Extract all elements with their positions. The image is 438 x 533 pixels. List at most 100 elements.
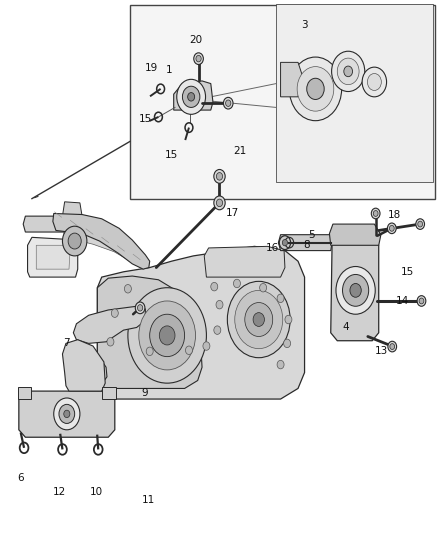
Circle shape (68, 233, 81, 249)
Circle shape (202, 342, 209, 350)
Circle shape (343, 66, 352, 77)
Polygon shape (62, 202, 82, 235)
Circle shape (244, 303, 272, 336)
Text: 9: 9 (141, 387, 148, 398)
Circle shape (371, 208, 379, 219)
Polygon shape (73, 341, 107, 386)
Circle shape (53, 398, 80, 430)
Circle shape (159, 326, 175, 345)
Circle shape (372, 211, 377, 216)
Circle shape (225, 100, 230, 107)
Text: 15: 15 (165, 150, 178, 160)
Circle shape (149, 314, 184, 357)
Circle shape (289, 57, 341, 120)
Circle shape (297, 67, 333, 111)
Text: 12: 12 (52, 487, 65, 497)
Circle shape (276, 294, 283, 303)
Text: 21: 21 (233, 146, 246, 156)
Polygon shape (63, 229, 145, 268)
Circle shape (415, 219, 424, 229)
Text: 19: 19 (145, 63, 158, 72)
Bar (130, 5, 434, 199)
Text: 15: 15 (399, 267, 413, 277)
Circle shape (306, 78, 323, 100)
Circle shape (111, 309, 118, 317)
Bar (102, 387, 116, 399)
Text: 11: 11 (141, 495, 155, 505)
Polygon shape (328, 224, 380, 245)
Circle shape (342, 274, 368, 306)
Polygon shape (53, 214, 149, 269)
Circle shape (389, 225, 393, 231)
Circle shape (124, 285, 131, 293)
Polygon shape (23, 216, 88, 232)
Polygon shape (97, 246, 304, 399)
Circle shape (146, 347, 153, 356)
Circle shape (259, 284, 266, 292)
Circle shape (215, 301, 223, 309)
Circle shape (216, 199, 222, 207)
Circle shape (234, 290, 282, 349)
Circle shape (223, 98, 233, 109)
Circle shape (416, 296, 425, 306)
Bar (18, 387, 31, 399)
Polygon shape (62, 340, 105, 391)
Text: 14: 14 (395, 296, 408, 306)
Circle shape (284, 316, 291, 324)
Circle shape (276, 360, 283, 369)
Circle shape (367, 74, 381, 91)
Circle shape (216, 173, 222, 180)
Circle shape (349, 284, 360, 297)
Text: 13: 13 (374, 346, 388, 357)
Polygon shape (73, 306, 145, 343)
Text: 4: 4 (342, 322, 349, 333)
Circle shape (77, 217, 90, 233)
Polygon shape (276, 4, 432, 182)
Circle shape (182, 86, 199, 108)
Circle shape (389, 344, 394, 350)
Text: 10: 10 (90, 487, 103, 497)
Circle shape (193, 53, 203, 64)
Circle shape (335, 266, 374, 314)
Text: 3: 3 (300, 20, 307, 30)
Circle shape (137, 305, 142, 311)
Circle shape (387, 223, 395, 233)
Polygon shape (278, 235, 331, 251)
Circle shape (283, 339, 290, 348)
Circle shape (233, 279, 240, 288)
Circle shape (387, 341, 396, 352)
Text: 17: 17 (226, 208, 239, 219)
Text: 15: 15 (138, 114, 152, 124)
Polygon shape (204, 246, 284, 277)
Polygon shape (97, 276, 201, 389)
Text: 1: 1 (166, 66, 172, 75)
Circle shape (213, 169, 225, 183)
Polygon shape (28, 237, 78, 277)
Circle shape (135, 302, 145, 314)
Text: 6: 6 (18, 473, 24, 482)
Polygon shape (36, 245, 70, 269)
Polygon shape (173, 81, 212, 110)
Circle shape (213, 326, 220, 334)
Text: 20: 20 (188, 35, 201, 45)
Text: 16: 16 (265, 243, 279, 253)
Circle shape (253, 313, 264, 326)
Circle shape (185, 346, 192, 354)
Circle shape (107, 337, 114, 346)
Text: 18: 18 (386, 209, 400, 220)
Circle shape (62, 226, 87, 256)
Circle shape (138, 301, 195, 370)
Circle shape (336, 58, 358, 85)
Text: 5: 5 (307, 230, 314, 240)
Circle shape (282, 239, 287, 246)
Text: 8: 8 (303, 240, 309, 251)
Circle shape (177, 79, 205, 114)
Circle shape (361, 67, 386, 97)
Circle shape (59, 405, 74, 423)
Polygon shape (330, 239, 378, 341)
Circle shape (210, 282, 217, 291)
Text: 7: 7 (63, 338, 69, 349)
Circle shape (417, 221, 422, 227)
Circle shape (64, 410, 70, 418)
Circle shape (187, 93, 194, 101)
